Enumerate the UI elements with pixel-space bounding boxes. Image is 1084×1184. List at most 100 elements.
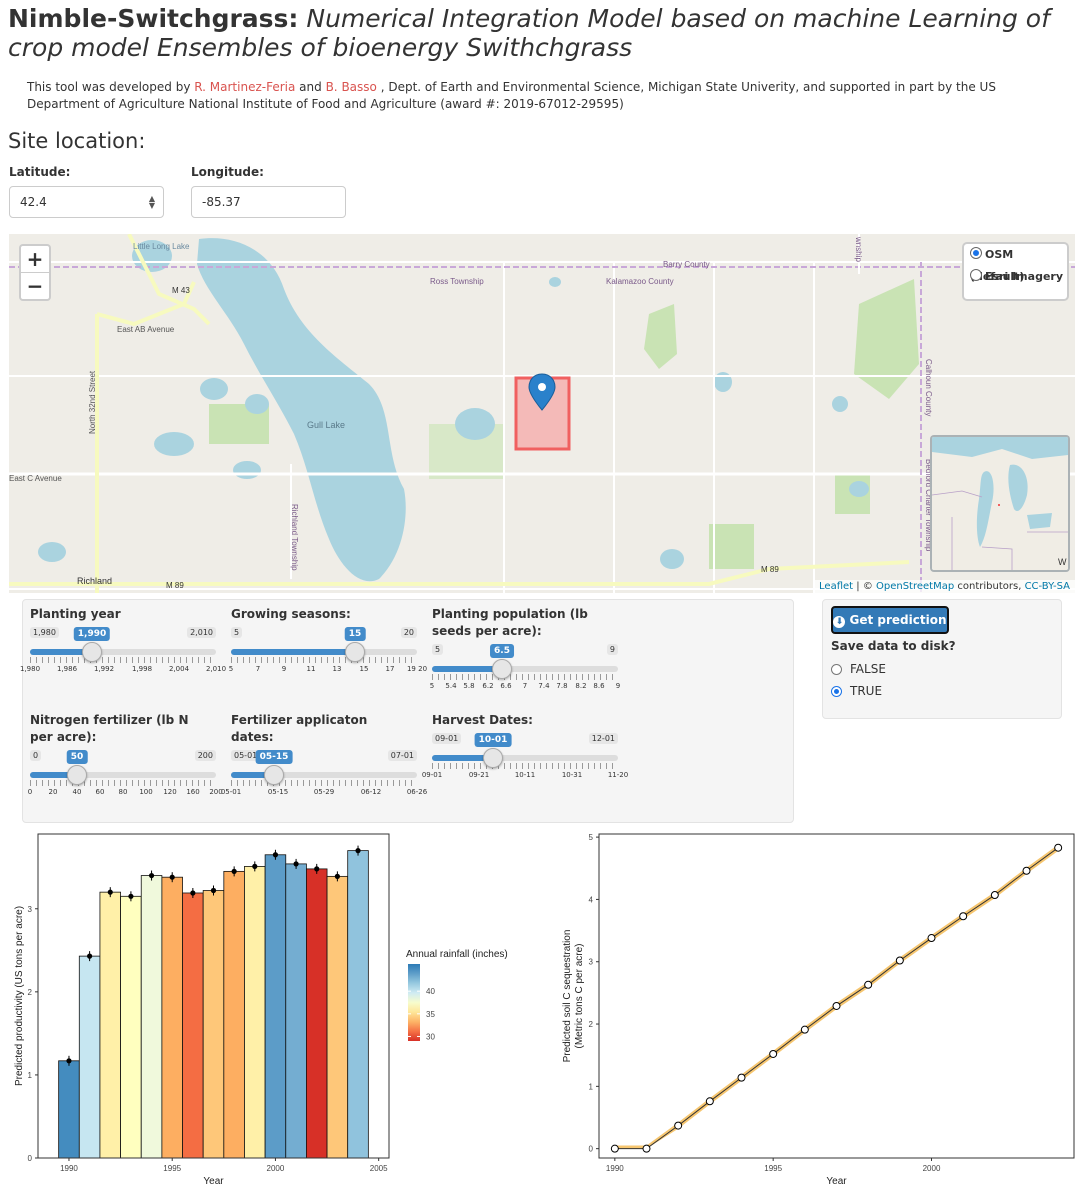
slider-grid-label: 11	[306, 665, 316, 673]
slider-track[interactable]	[30, 772, 216, 778]
slider-handle[interactable]	[264, 765, 284, 785]
x-tick-label: 2005	[370, 1164, 388, 1173]
minimap[interactable]: W	[930, 435, 1070, 572]
slider-handle[interactable]	[345, 642, 365, 662]
bar	[347, 850, 369, 1159]
slider-grid-label: 7	[522, 682, 528, 690]
slider-value: 10-01	[474, 733, 512, 747]
data-point	[832, 1001, 841, 1010]
bar	[99, 891, 121, 1159]
bar	[285, 863, 307, 1159]
slider-grid-label: 20	[48, 788, 58, 796]
map-label-barry: Barry County	[663, 260, 710, 269]
data-point	[927, 934, 936, 943]
productivity-chart: 1990 1995 2000 2005 0 1 2 3 Year Predicted produc…	[14, 833, 508, 1184]
attrib-contrib: contributors,	[954, 581, 1025, 592]
data-point	[864, 980, 873, 989]
slider-4[interactable]: Fertilizer applicaton dates: 05-01 07-01 05…	[221, 712, 427, 796]
slider-handle[interactable]	[483, 748, 503, 768]
mean-point	[314, 866, 320, 872]
layer-esri-option[interactable]: Esri Imagery	[964, 266, 1067, 288]
license-link[interactable]: CC-BY-SA	[1024, 581, 1070, 592]
latitude-input[interactable]: 42.4 ▲ ▼	[9, 186, 164, 218]
slider-ticks	[30, 657, 216, 663]
slider-value: 50	[66, 750, 88, 764]
slider-min: 05-01	[231, 750, 261, 761]
radio-unchecked-icon[interactable]	[831, 664, 842, 675]
data-point	[610, 1144, 619, 1153]
title-subtitle: Numerical Integration Model based on mac…	[8, 4, 1050, 62]
slider-track[interactable]	[231, 772, 417, 778]
zoom-out-button[interactable]: −	[21, 272, 49, 299]
slider-handle[interactable]	[492, 659, 512, 679]
slider-3[interactable]: Nitrogen fertilizer (lb N per acre): 0 20 0…	[28, 712, 223, 796]
save-option-true[interactable]: TRUE	[831, 684, 882, 698]
slider-handle[interactable]	[82, 642, 102, 662]
zoom-in-button[interactable]: +	[26, 247, 44, 271]
slider-label: Nitrogen fertilizer (lb N per acre):	[30, 713, 189, 744]
author1-link[interactable]: R. Martinez-Feria	[194, 80, 296, 94]
save-option-false[interactable]: FALSE	[831, 662, 886, 676]
soil-carbon-chart: 1990 1995 2000 0 1 2 3 4 5 Year Predicted soil C s…	[562, 833, 1075, 1184]
slider-1[interactable]: Growing seasons: 5 20 15 5 7 9 11 13 15 17 19 20	[229, 606, 427, 673]
longitude-input[interactable]: -85.37	[191, 186, 346, 218]
slider-grid-label: 1,980	[19, 665, 41, 673]
bar	[264, 854, 287, 1159]
slider-grid-label: 0	[27, 788, 33, 796]
data-point	[1054, 843, 1063, 852]
mean-point	[87, 953, 93, 959]
credits-pre: This tool was developed by	[27, 80, 191, 94]
mean-point	[334, 873, 340, 879]
bar	[306, 868, 328, 1159]
slider-grid-label: 7.8	[556, 682, 568, 690]
slider-grid-label: 9	[615, 682, 621, 690]
mean-point	[169, 874, 175, 880]
slider-grid-label: 05-01	[220, 788, 242, 796]
slider-ticks	[432, 763, 618, 769]
slider-2[interactable]: Planting population (lb seeds per acre):…	[430, 606, 620, 690]
radio-checked-icon[interactable]	[831, 686, 842, 697]
latitude-value: 42.4	[20, 195, 47, 209]
slider-track[interactable]	[432, 755, 618, 761]
slider-handle[interactable]	[67, 765, 87, 785]
data-point	[959, 912, 968, 921]
leaflet-link[interactable]: Leaflet	[819, 581, 854, 592]
slider-0[interactable]: Planting year 1,980 2,010 1,990 1,980 1,986 1,…	[20, 606, 226, 673]
slider-ticks	[432, 674, 618, 680]
site-map[interactable]: Little Long Lake M 43 East AB Avenue Nor…	[9, 234, 1075, 593]
slider-grid-label: 10-11	[514, 771, 536, 779]
y-tick-label: 2	[589, 1020, 594, 1029]
data-point	[895, 956, 904, 965]
slider-value: 05-15	[255, 750, 293, 764]
legend-tick-label: 35	[426, 1010, 435, 1019]
x-tick-label: 2000	[923, 1164, 941, 1173]
slider-min: 0	[30, 750, 42, 761]
slider-value: 6.5	[490, 644, 514, 658]
spinner-icon[interactable]: ▲ ▼	[148, 194, 155, 210]
slider-label: Planting year	[30, 607, 121, 621]
radio-unchecked-icon[interactable]	[970, 269, 982, 281]
slider-track[interactable]	[432, 666, 618, 672]
mean-point	[148, 872, 155, 879]
radio-checked-icon[interactable]	[970, 247, 982, 259]
bar	[58, 1060, 80, 1159]
x-tick-label: 2000	[267, 1164, 285, 1173]
map-label-m89-a: M 89	[166, 581, 184, 590]
credits-and: and	[299, 80, 322, 94]
slider-track[interactable]	[30, 649, 216, 655]
slider-fill	[432, 666, 502, 672]
slider-grid-label: 7	[255, 665, 261, 673]
slider-grid-label: 5.8	[463, 682, 475, 690]
osm-link[interactable]: OpenStreetMap	[876, 581, 955, 592]
author2-link[interactable]: B. Basso	[325, 80, 377, 94]
layer-osm-option[interactable]: OSM (default)	[964, 244, 1067, 283]
map-tiles[interactable]: Little Long Lake M 43 East AB Avenue Nor…	[9, 234, 1075, 593]
get-prediction-button[interactable]: ⬇ Get prediction	[831, 606, 949, 634]
slider-grid-label: 19 20	[406, 665, 428, 673]
slider-max: 9	[606, 644, 618, 655]
x-tick-label: 1995	[163, 1164, 181, 1173]
credits-post: , Dept. of Earth and Environmental Scien…	[27, 80, 996, 111]
slider-5[interactable]: Harvest Dates: 09-01 12-01 10-01 09-01 09-21 1…	[422, 712, 628, 779]
save-option-true-label: TRUE	[850, 684, 883, 698]
slider-grid-label: 100	[139, 788, 153, 796]
